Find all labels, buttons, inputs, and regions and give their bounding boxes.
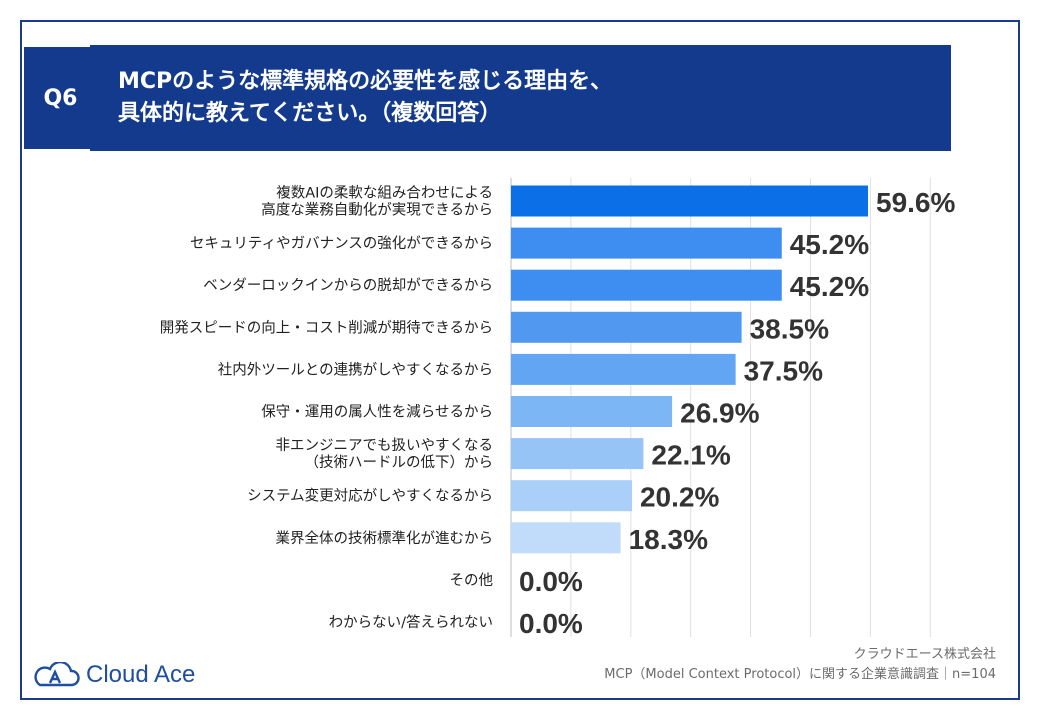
bar xyxy=(511,353,736,385)
bar xyxy=(511,480,632,512)
value-label: 45.2% xyxy=(790,271,869,302)
category-label: その他 xyxy=(450,572,494,589)
title-line-2: 具体的に教えてください。（複数回答） xyxy=(118,101,502,126)
value-label: 0.0% xyxy=(519,566,583,597)
question-tag: Q6 xyxy=(24,47,97,149)
category-label: セキュリティやガバナンスの強化ができるから xyxy=(190,235,493,252)
cloud-logo-icon xyxy=(34,662,80,687)
source-note: クラウドエース株式会社 MCP（Model Context Protocol）に… xyxy=(604,645,996,685)
cloud-ace-logo: Cloud Ace xyxy=(34,661,195,689)
value-label: 37.5% xyxy=(744,355,823,386)
title-line-1: MCPのような標準規格の必要性を感じる理由を、 xyxy=(118,69,613,94)
bar xyxy=(511,185,868,217)
category-label: 保守・運用の属人性を減らせるから xyxy=(261,404,493,421)
bar xyxy=(511,227,782,259)
value-label: 26.9% xyxy=(680,398,759,429)
bar xyxy=(511,311,742,343)
value-label: 59.6% xyxy=(876,187,955,218)
bar xyxy=(511,522,621,554)
category-label: 複数AIの柔軟な組み合わせによる xyxy=(276,185,493,202)
category-label: 高度な業務自動化が実現できるから xyxy=(261,202,493,219)
chart-frame: Q6 MCPのような標準規格の必要性を感じる理由を、 具体的に教えてください。（… xyxy=(20,20,1020,700)
value-label: 18.3% xyxy=(629,524,708,555)
category-label: システム変更対応がしやすくなるから xyxy=(247,488,493,505)
category-label: 非エンジニアでも扱いやすくなる xyxy=(276,437,494,454)
category-label: ベンダーロックインからの脱却ができるから xyxy=(203,277,493,294)
category-label: 開発スピードの向上・コスト削減が期待できるから xyxy=(160,319,493,336)
value-label: 45.2% xyxy=(790,229,869,260)
chart-title: MCPのような標準規格の必要性を感じる理由を、 具体的に教えてください。（複数回… xyxy=(90,45,951,151)
category-label: 業界全体の技術標準化が進むから xyxy=(276,529,494,547)
bar xyxy=(511,396,673,427)
company-name: クラウドエース株式会社 xyxy=(853,647,996,662)
survey-name: MCP（Model Context Protocol）に関する企業意識調査｜n=… xyxy=(604,667,996,682)
bar xyxy=(511,269,782,301)
category-label: わからない/答えられない xyxy=(329,614,493,631)
value-label: 38.5% xyxy=(750,313,829,344)
value-label: 20.2% xyxy=(640,482,719,513)
logo-text: Cloud Ace xyxy=(86,661,196,688)
category-label: 社内外ツールとの連携がしやすくなるから xyxy=(218,361,493,378)
value-label: 0.0% xyxy=(519,608,583,639)
bar xyxy=(511,438,644,470)
category-label: （技術ハードルの低下）から xyxy=(305,454,494,471)
value-label: 22.1% xyxy=(651,440,730,471)
